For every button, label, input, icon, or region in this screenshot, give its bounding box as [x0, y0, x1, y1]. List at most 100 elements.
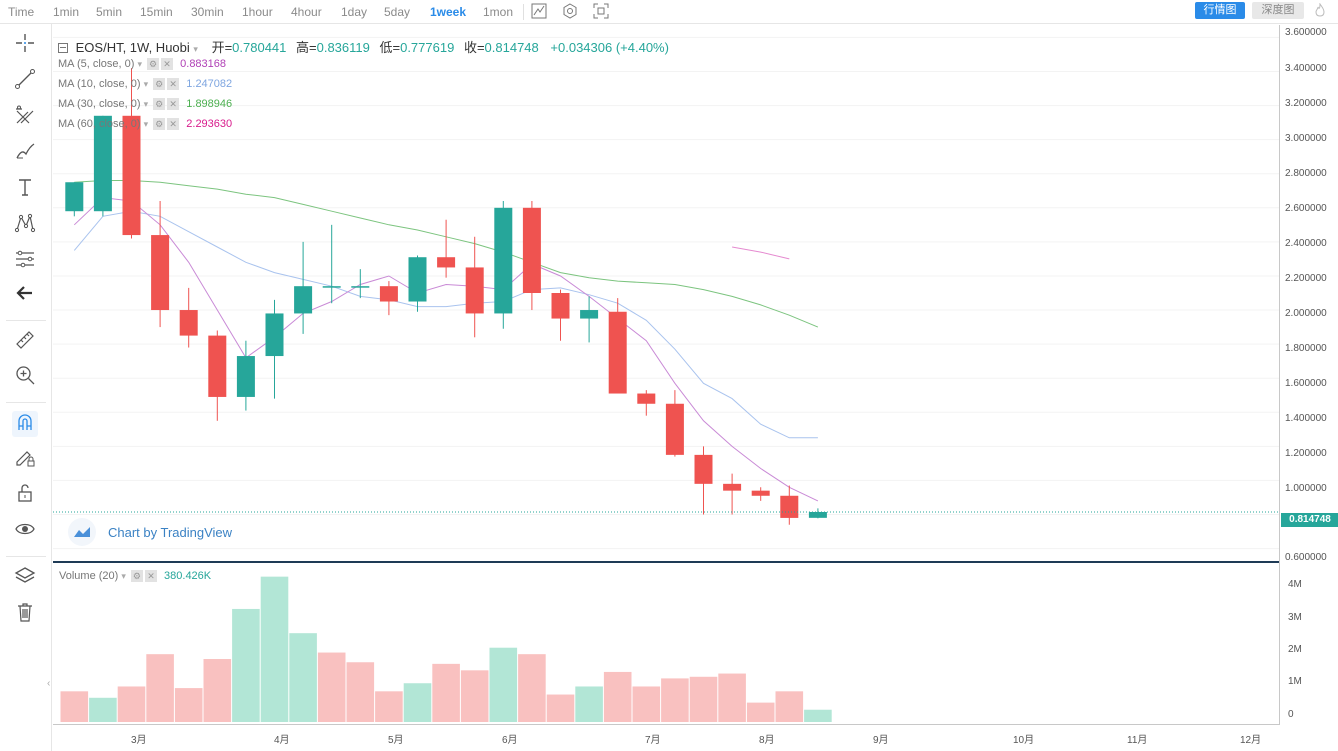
price-tick: 3.400000: [1285, 63, 1327, 74]
screenshot-icon[interactable]: [592, 3, 610, 21]
volume-bar: [117, 686, 146, 722]
layers-icon[interactable]: [12, 565, 38, 591]
tf-5min[interactable]: 5min: [96, 5, 123, 19]
indicators-icon[interactable]: [530, 3, 548, 21]
text-tool-icon[interactable]: [12, 176, 38, 202]
volume-bar: [804, 709, 832, 722]
volume-chart[interactable]: [53, 563, 1279, 723]
ma-value: 1.898946: [186, 98, 233, 110]
volume-bar: [546, 694, 575, 722]
magnet-icon[interactable]: [12, 411, 38, 437]
volume-bar: [632, 686, 661, 722]
chevron-down-icon[interactable]: ▾: [193, 44, 198, 54]
tradingview-badge[interactable]: Chart by TradingView: [68, 518, 258, 546]
close-icon[interactable]: ✕: [161, 58, 174, 71]
chevron-down-icon[interactable]: ▾: [137, 59, 143, 69]
collapse-icon[interactable]: [58, 42, 68, 53]
tf-1min[interactable]: 1min: [53, 5, 80, 19]
volume-bar: [432, 663, 460, 722]
candle-body: [122, 115, 141, 236]
settings-icon[interactable]: [561, 3, 579, 21]
tf-1week[interactable]: 1week: [430, 5, 467, 19]
gear-icon[interactable]: ⚙: [147, 58, 160, 71]
close-icon[interactable]: ✕: [167, 98, 180, 111]
chevron-down-icon[interactable]: ▾: [143, 79, 149, 89]
gear-icon[interactable]: ⚙: [153, 78, 166, 91]
ma5-line: [73, 197, 819, 502]
volume-bar: [718, 673, 746, 722]
close-icon[interactable]: ✕: [167, 118, 180, 131]
tf-15min[interactable]: 15min: [140, 5, 173, 19]
chevron-down-icon[interactable]: ▾: [143, 119, 149, 129]
chevron-down-icon[interactable]: ▾: [121, 571, 126, 581]
candle-body: [551, 293, 570, 319]
ma-label[interactable]: MA (5, close, 0): [58, 58, 135, 70]
volume-legend: Volume (20) ▾ ⚙ ✕ 380.426K: [59, 570, 212, 583]
candle-body: [665, 403, 684, 455]
tradingview-logo-icon: [68, 518, 96, 546]
zoom-in-icon[interactable]: [12, 364, 38, 390]
trash-icon[interactable]: [12, 601, 38, 627]
pane-separator[interactable]: [53, 561, 1279, 563]
time-axis[interactable]: 3月 4月 5月 6月 7月 8月 9月 10月 11月 12月: [53, 724, 1279, 751]
volume-value: 380.426K: [164, 570, 212, 582]
pattern-icon[interactable]: [12, 212, 38, 238]
chevron-down-icon[interactable]: ▾: [143, 99, 149, 109]
pitchfork-icon[interactable]: [12, 104, 38, 130]
trend-line-icon[interactable]: [12, 68, 38, 94]
close-icon[interactable]: ✕: [144, 570, 157, 583]
price-tick: 2.600000: [1285, 203, 1327, 214]
price-tick: 1.800000: [1285, 343, 1327, 354]
price-axis[interactable]: 3.600000 3.400000 3.200000 3.000000 2.80…: [1279, 25, 1338, 725]
month-tick: 9月: [873, 735, 889, 746]
close-value: 0.814748: [484, 40, 539, 55]
back-arrow-icon[interactable]: [12, 282, 38, 308]
volume-label[interactable]: Volume (20): [59, 570, 119, 582]
brush-icon[interactable]: [12, 140, 38, 166]
volume-tick: 3M: [1288, 612, 1302, 623]
candle-body: [580, 310, 599, 319]
ma-value: 2.293630: [186, 118, 233, 130]
tf-1day[interactable]: 1day: [341, 5, 368, 19]
price-tick: 2.000000: [1285, 308, 1327, 319]
ma-label[interactable]: MA (10, close, 0): [58, 78, 141, 90]
depth-tab-button[interactable]: 深度图: [1252, 2, 1304, 19]
price-chart[interactable]: [53, 25, 1279, 562]
kline-tab-button[interactable]: 行情图: [1195, 2, 1245, 19]
tf-30min[interactable]: 30min: [191, 5, 224, 19]
volume-bar: [60, 691, 89, 722]
crosshair-icon[interactable]: [12, 32, 38, 58]
volume-tick: 0: [1288, 709, 1294, 720]
eye-icon[interactable]: [12, 518, 38, 544]
high-label: 高=: [296, 40, 317, 55]
volume-bar: [403, 683, 432, 722]
candle-body: [351, 286, 370, 288]
tf-4hour[interactable]: 4hour: [291, 5, 322, 19]
tf-time[interactable]: Time: [8, 5, 35, 19]
price-tick: 2.800000: [1285, 168, 1327, 179]
ma-label[interactable]: MA (30, close, 0): [58, 98, 141, 110]
volume-tick: 2M: [1288, 644, 1302, 655]
ruler-icon[interactable]: [12, 329, 38, 355]
tf-1hour[interactable]: 1hour: [242, 5, 273, 19]
unlock-icon[interactable]: [12, 482, 38, 508]
tf-5day[interactable]: 5day: [384, 5, 411, 19]
tf-1mon[interactable]: 1mon: [483, 5, 514, 19]
close-icon[interactable]: ✕: [167, 78, 180, 91]
candle-body: [322, 286, 341, 288]
measure-icon[interactable]: [12, 248, 38, 274]
gear-icon[interactable]: ⚙: [130, 570, 143, 583]
price-tick: 1.400000: [1285, 413, 1327, 424]
volume-bar: [775, 691, 804, 722]
ma10-line: [73, 210, 818, 439]
lock-drawings-icon[interactable]: [12, 446, 38, 472]
fire-icon[interactable]: [1315, 2, 1325, 20]
ma-legend-row: MA (10, close, 0) ▾ ⚙ ✕ 1.247082: [58, 78, 232, 91]
symbol-title[interactable]: EOS/HT, 1W, Huobi: [75, 40, 190, 55]
gear-icon[interactable]: ⚙: [153, 98, 166, 111]
price-tick: 1.000000: [1285, 483, 1327, 494]
gear-icon[interactable]: ⚙: [153, 118, 166, 131]
scroll-left-icon[interactable]: ‹: [47, 678, 51, 689]
low-value: 0.777619: [400, 40, 455, 55]
ma-label[interactable]: MA (60, close, 0): [58, 118, 141, 130]
